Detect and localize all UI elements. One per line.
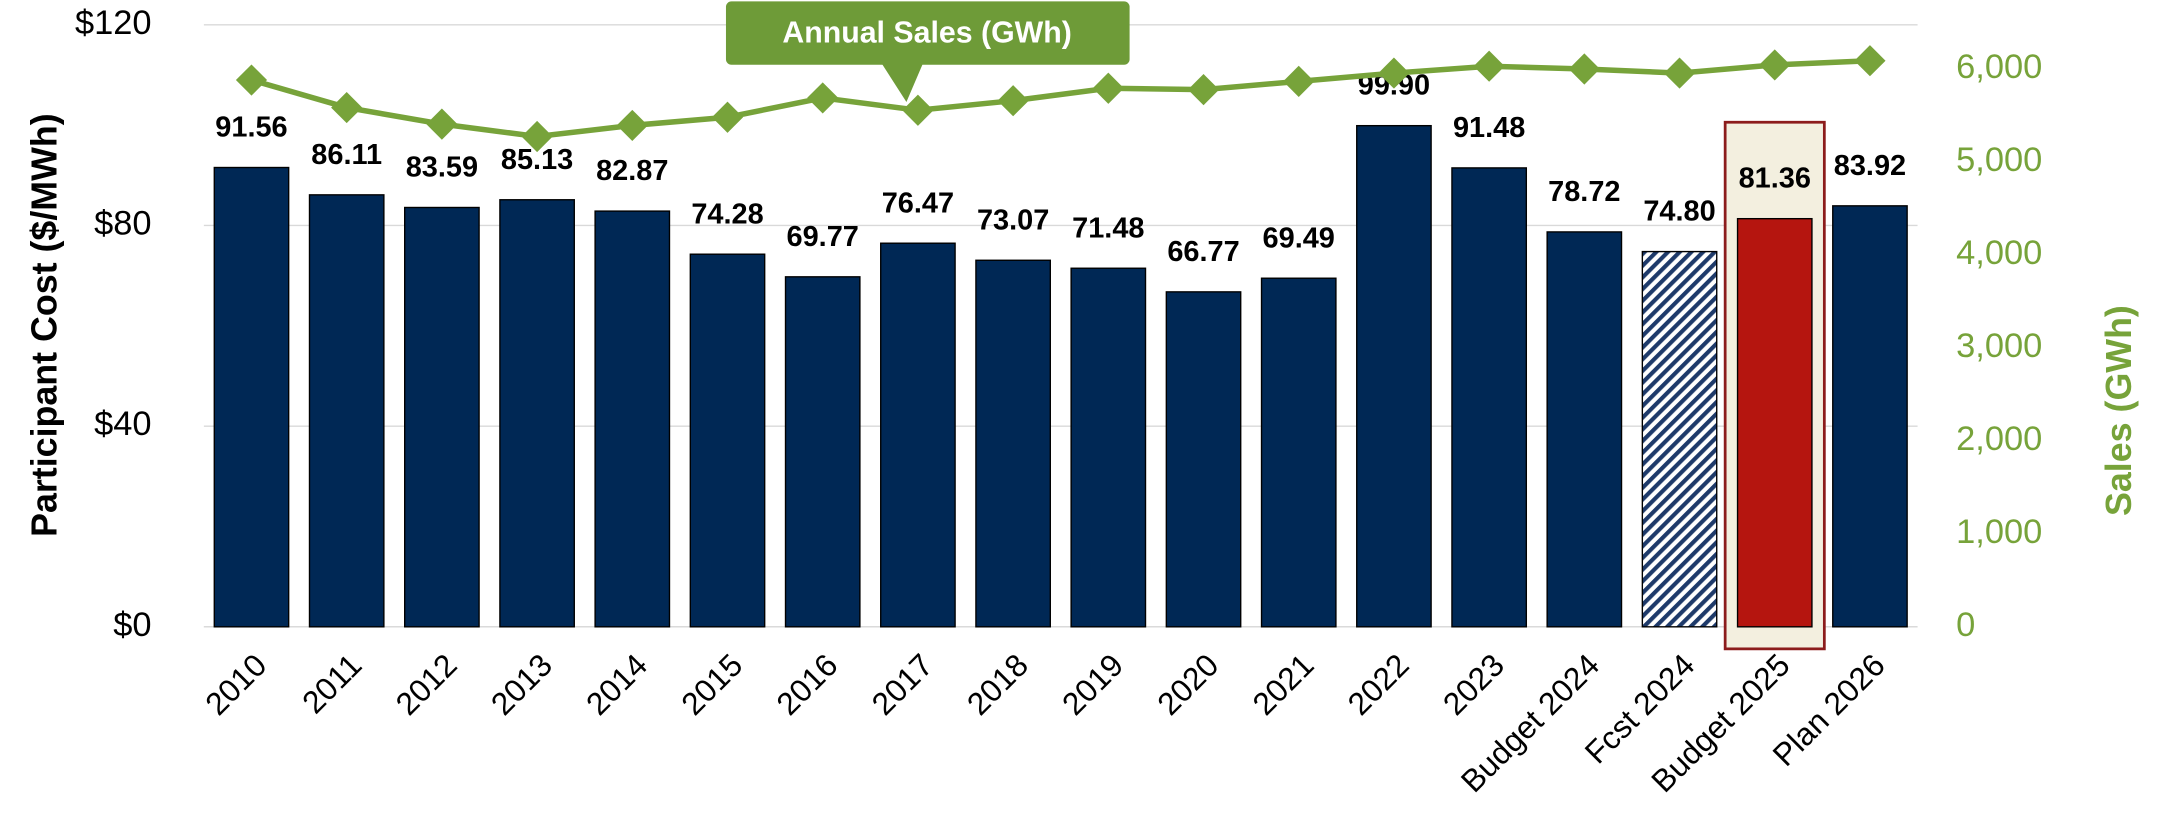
x-tick-label: 2020 xyxy=(1150,647,1225,722)
sales-marker xyxy=(1568,53,1600,85)
x-tick-label: 2010 xyxy=(198,647,273,722)
y-tick-label: $40 xyxy=(94,405,151,443)
sales-marker xyxy=(235,64,268,96)
data-label: 76.47 xyxy=(882,187,954,219)
sales-marker xyxy=(807,82,839,114)
y2-tick-label: 6,000 xyxy=(1956,48,2042,86)
x-tick-label: 2018 xyxy=(960,647,1035,722)
callout-box xyxy=(725,1,1130,65)
bar xyxy=(1165,291,1242,628)
y2-tick-label: 5,000 xyxy=(1956,141,2042,179)
x-tick-label: 2017 xyxy=(865,647,940,722)
y-tick-label: $80 xyxy=(94,205,151,243)
y-tick-label: $0 xyxy=(113,606,151,644)
y2-tick-label: 3,000 xyxy=(1956,327,2042,365)
callout-text: Annual Sales (GWh) xyxy=(782,16,1072,49)
x-tick-label: 2012 xyxy=(388,647,463,722)
x-tick-label: 2016 xyxy=(769,647,844,722)
y2-tick-label: 4,000 xyxy=(1956,234,2042,272)
data-label: 66.77 xyxy=(1167,236,1239,268)
sales-marker xyxy=(1187,74,1220,106)
data-label: 78.72 xyxy=(1548,176,1620,208)
bar xyxy=(1070,267,1147,628)
bar xyxy=(1641,250,1718,628)
data-label: 74.80 xyxy=(1643,196,1715,228)
bar xyxy=(1546,231,1623,628)
data-label: 82.87 xyxy=(596,155,668,187)
sales-line xyxy=(250,57,1871,140)
annotation: Annual Sales (GWh) xyxy=(725,1,1130,102)
data-label: 71.48 xyxy=(1072,212,1144,244)
sales-marker xyxy=(1759,49,1791,81)
bar xyxy=(784,276,861,628)
x-tick-label: 2021 xyxy=(1245,647,1320,722)
data-label: 69.77 xyxy=(787,221,859,253)
sales-marker xyxy=(1473,50,1505,82)
data-label: 83.59 xyxy=(406,152,478,184)
bar xyxy=(499,199,575,628)
y2-axis-title: Sales (GWh) xyxy=(2099,305,2139,516)
data-label: 91.56 xyxy=(215,112,287,144)
y2-tick-label: 1,000 xyxy=(1956,513,2042,551)
data-label: 83.92 xyxy=(1834,150,1906,182)
x-tick-label: 2013 xyxy=(484,647,559,722)
sales-marker xyxy=(1283,65,1315,97)
data-label: 86.11 xyxy=(311,139,382,171)
y2-tick-label: 0 xyxy=(1956,606,1975,644)
bar xyxy=(880,242,956,628)
bar xyxy=(1451,167,1528,628)
sales-marker xyxy=(711,101,744,133)
bar xyxy=(1832,205,1908,628)
bar xyxy=(308,194,385,628)
data-label: 81.36 xyxy=(1739,163,1811,195)
sales-marker xyxy=(997,85,1029,117)
x-tick-label: 2022 xyxy=(1341,647,1416,722)
data-label: 69.49 xyxy=(1263,222,1335,254)
y2-tick-label: 2,000 xyxy=(1956,420,2042,458)
callout-pointer xyxy=(881,63,923,102)
x-tick-label: 2014 xyxy=(579,647,654,722)
bar xyxy=(594,210,671,628)
sales-marker xyxy=(521,120,553,153)
bar xyxy=(689,253,766,628)
x-tick-label: 2011 xyxy=(295,647,369,721)
x-tick-label: 2019 xyxy=(1055,647,1130,722)
data-label: 74.28 xyxy=(691,198,763,230)
bar xyxy=(1736,217,1813,628)
sales-marker xyxy=(616,109,648,142)
bar xyxy=(1260,277,1337,628)
y-tick-label: $120 xyxy=(75,4,152,42)
data-label: 91.48 xyxy=(1453,112,1525,144)
bar xyxy=(975,259,1051,628)
bar xyxy=(1356,124,1432,628)
sales-marker xyxy=(426,108,458,140)
grid xyxy=(203,24,1918,628)
sales-marker xyxy=(331,91,363,124)
x-tick-label: 2023 xyxy=(1436,647,1511,722)
y-axis-title: Participant Cost ($/MWh) xyxy=(24,113,64,537)
sales-marker xyxy=(1092,72,1124,104)
sales-marker xyxy=(1854,45,1886,77)
bar xyxy=(404,206,480,628)
data-label: 73.07 xyxy=(977,204,1049,236)
x-tick-label: 2015 xyxy=(674,647,749,722)
sales-marker xyxy=(1663,57,1696,89)
marks xyxy=(213,120,1908,651)
bar xyxy=(213,166,290,628)
